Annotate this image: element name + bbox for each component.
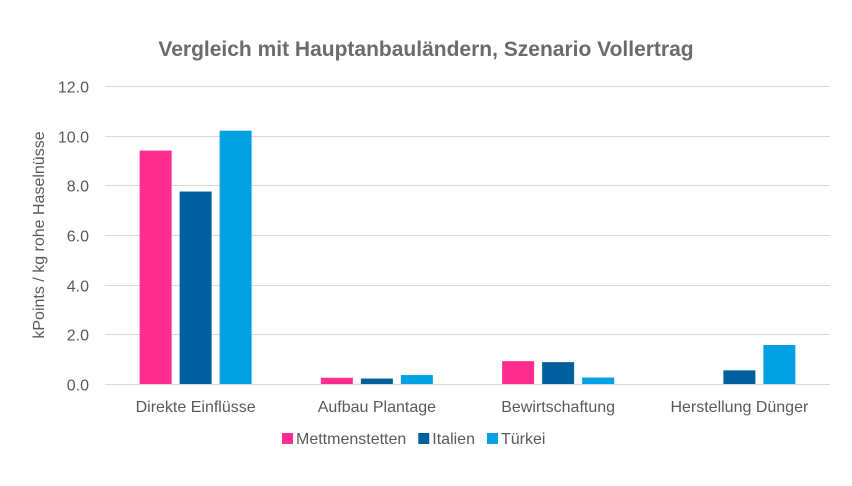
legend-swatch bbox=[282, 433, 293, 444]
bars bbox=[139, 130, 796, 384]
legend-swatch bbox=[418, 433, 430, 444]
chart-title: Vergleich mit Hauptanbauländern, Szenari… bbox=[158, 38, 693, 61]
gridlines bbox=[105, 86, 830, 335]
x-axis-categories: Direkte Einflüsse Aufbau Plantage Bewirtsc… bbox=[136, 399, 809, 416]
y-tick-label: 2.0 bbox=[67, 328, 89, 345]
y-axis-ticks: 0.0 2.0 4.0 6.0 8.0 10.0 12.0 bbox=[58, 80, 89, 395]
legend-label: Italien bbox=[432, 431, 475, 448]
bar bbox=[360, 378, 393, 384]
bar bbox=[502, 361, 535, 384]
bar bbox=[139, 150, 172, 384]
x-category-label: Bewirtschaftung bbox=[501, 399, 615, 416]
y-tick-label: 8.0 bbox=[67, 179, 89, 196]
bar bbox=[723, 370, 756, 384]
bar bbox=[320, 377, 353, 384]
y-tick-label: 10.0 bbox=[58, 130, 89, 147]
bar bbox=[763, 345, 796, 384]
y-tick-label: 12.0 bbox=[58, 80, 89, 97]
x-category-label: Direkte Einflüsse bbox=[136, 399, 256, 416]
y-tick-label: 0.0 bbox=[67, 378, 89, 395]
legend-label: Mettmenstetten bbox=[296, 431, 406, 448]
legend: Mettmenstetten Italien Türkei bbox=[282, 431, 545, 448]
bar bbox=[400, 375, 433, 384]
legend-label: Türkei bbox=[501, 431, 545, 448]
x-category-label: Herstellung Dünger bbox=[670, 399, 809, 416]
bar bbox=[542, 362, 575, 384]
legend-swatch bbox=[486, 433, 498, 444]
y-axis-label: kPoints / kg rohe Haselnüsse bbox=[31, 131, 48, 338]
y-tick-label: 6.0 bbox=[67, 229, 89, 246]
y-tick-label: 4.0 bbox=[67, 279, 89, 296]
bar bbox=[582, 377, 615, 384]
x-category-label: Aufbau Plantage bbox=[318, 399, 436, 416]
bar bbox=[179, 191, 212, 384]
bar bbox=[219, 130, 252, 384]
